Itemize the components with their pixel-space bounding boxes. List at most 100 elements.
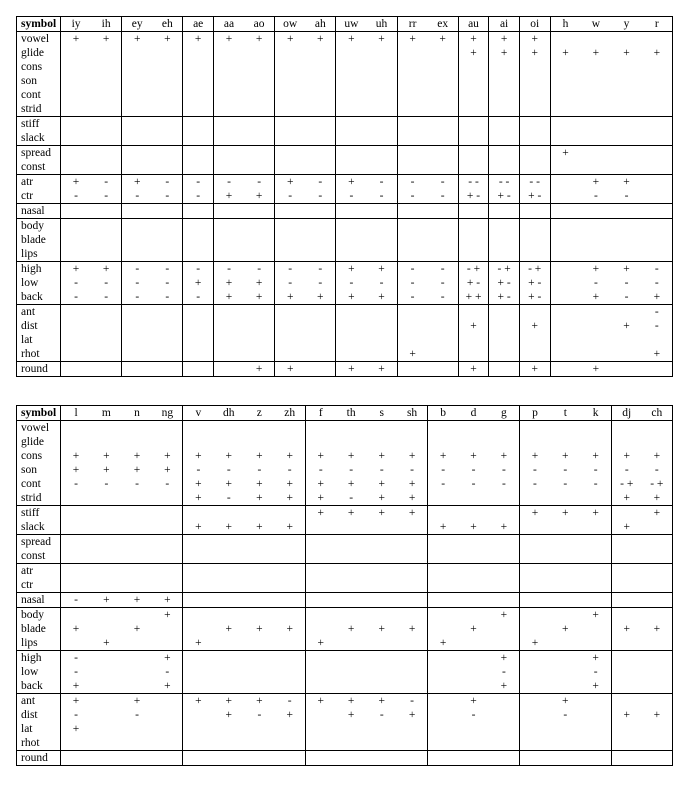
cell-back-d — [458, 679, 489, 694]
cell-round-ng — [152, 751, 183, 766]
cell-glide-g — [489, 435, 520, 449]
cell-son-w — [581, 74, 612, 88]
cell-lat-w — [581, 333, 612, 347]
cell-const-eh — [152, 160, 183, 175]
cell-glide-r: + — [642, 46, 673, 60]
cell-blade-oi — [519, 233, 550, 247]
cell-dist-w — [581, 319, 612, 333]
cell-nasal-n: + — [122, 593, 153, 608]
cell-ant-m — [91, 694, 122, 709]
cell-dist-ao — [244, 319, 275, 333]
cell-strid-n — [122, 491, 153, 506]
cell-low-m — [91, 665, 122, 679]
cell-dist-ng — [152, 708, 183, 722]
cell-atr-uw: + — [336, 175, 367, 190]
cell-rhot-oi — [519, 347, 550, 362]
cell-ctr-n — [122, 578, 153, 593]
cell-rhot-l — [61, 736, 92, 751]
cell-son-zh: - — [275, 463, 306, 477]
cell-back-uw: + — [336, 290, 367, 305]
cell-low-f — [305, 665, 336, 679]
row-cons: cons++++++++++++++++++++ — [17, 449, 673, 463]
cell-lips-k — [581, 636, 612, 651]
row-label-nasal: nasal — [17, 593, 61, 608]
cell-low-dh — [213, 665, 244, 679]
cell-rhot-v — [183, 736, 214, 751]
cell-const-sh — [397, 549, 428, 564]
cell-high-ng: + — [152, 651, 183, 666]
cell-son-ae — [183, 74, 214, 88]
row-label-rhot: rhot — [17, 736, 61, 751]
row-label-cont: cont — [17, 88, 61, 102]
cell-cont-w — [581, 88, 612, 102]
cell-ctr-v — [183, 578, 214, 593]
cell-ant-iy — [61, 305, 92, 320]
cell-back-zh — [275, 679, 306, 694]
cell-rhot-ey — [122, 347, 153, 362]
cell-rhot-ih — [91, 347, 122, 362]
cell-ant-uw — [336, 305, 367, 320]
cell-high-l: - — [61, 651, 92, 666]
cell-low-v — [183, 665, 214, 679]
cell-atr-b — [428, 564, 459, 579]
cell-son-ao — [244, 74, 275, 88]
cell-low-p — [519, 665, 550, 679]
cell-back-ex: - — [428, 290, 459, 305]
cell-dist-p — [519, 708, 550, 722]
cell-lips-ah — [305, 247, 336, 262]
col-eh: eh — [152, 17, 183, 32]
cell-slack-sh — [397, 520, 428, 535]
cell-nasal-dj — [611, 593, 642, 608]
cell-blade-ao — [244, 233, 275, 247]
cell-son-ch: - — [642, 463, 673, 477]
cell-ctr-ah: - — [305, 189, 336, 204]
row-const: const — [17, 549, 673, 564]
cell-ctr-ow: - — [275, 189, 306, 204]
cell-cons-ao — [244, 60, 275, 74]
cell-son-ng: + — [152, 463, 183, 477]
cell-vowel-ey: + — [122, 32, 153, 47]
row-label-round: round — [17, 362, 61, 377]
cell-slack-b: + — [428, 520, 459, 535]
cell-atr-sh — [397, 564, 428, 579]
row-lips: lips+++++ — [17, 636, 673, 651]
cell-body-th — [336, 608, 367, 623]
cell-ctr-dh — [213, 578, 244, 593]
cell-cons-b: + — [428, 449, 459, 463]
cell-ctr-ey: - — [122, 189, 153, 204]
cell-dist-iy — [61, 319, 92, 333]
cell-lat-dj — [611, 722, 642, 736]
cell-back-h — [550, 290, 581, 305]
cell-strid-t — [550, 491, 581, 506]
row-strid: strid+-+++-++++ — [17, 491, 673, 506]
cell-ctr-ai: + - — [489, 189, 520, 204]
cell-round-eh — [152, 362, 183, 377]
cell-atr-th — [336, 564, 367, 579]
col-ai: ai — [489, 17, 520, 32]
col-p: p — [519, 406, 550, 421]
cell-glide-ex — [428, 46, 459, 60]
cell-high-ae: - — [183, 262, 214, 277]
col-rr: rr — [397, 17, 428, 32]
cell-spread-rr — [397, 146, 428, 161]
cell-son-ih — [91, 74, 122, 88]
cell-rhot-au — [458, 347, 489, 362]
cell-round-uh: + — [366, 362, 397, 377]
row-label-const: const — [17, 549, 61, 564]
cell-ant-ae — [183, 305, 214, 320]
cell-rhot-ow — [275, 347, 306, 362]
cell-vowel-uw: + — [336, 32, 367, 47]
cell-son-s: - — [366, 463, 397, 477]
cell-low-uh: - — [366, 276, 397, 290]
cell-spread-ow — [275, 146, 306, 161]
cell-strid-r — [642, 102, 673, 117]
cell-ant-b — [428, 694, 459, 709]
cell-high-d — [458, 651, 489, 666]
cell-slack-m — [91, 520, 122, 535]
row-label-rhot: rhot — [17, 347, 61, 362]
cell-stiff-f: + — [305, 506, 336, 521]
cell-stiff-ai — [489, 117, 520, 132]
cell-const-r — [642, 160, 673, 175]
cell-low-ai: + - — [489, 276, 520, 290]
cell-cont-dj: - + — [611, 477, 642, 491]
